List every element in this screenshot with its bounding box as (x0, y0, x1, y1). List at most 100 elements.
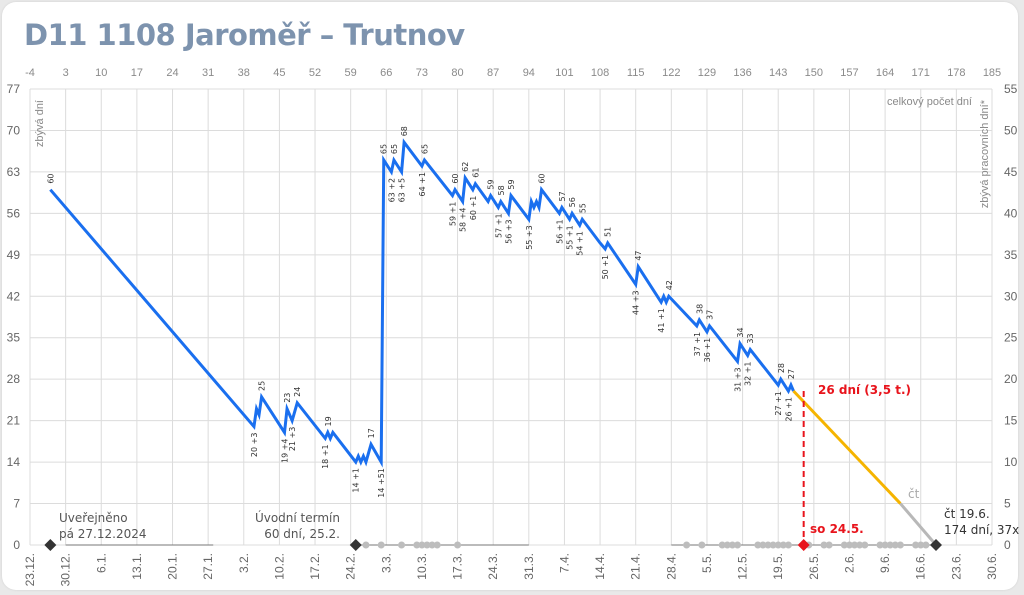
right-axis-tick: 55 (1004, 82, 1018, 96)
top-axis-tick: 115 (627, 67, 645, 79)
point-label: 32 +1 (744, 361, 753, 386)
change-dot (759, 541, 767, 549)
bottom-axis-date: 3.2. (237, 553, 251, 573)
published-date: pá 27.12.2024 (59, 527, 147, 541)
point-label: 21 +3 (288, 427, 297, 452)
point-label: 41 +1 (657, 308, 666, 333)
top-axis-tick: 73 (416, 67, 428, 79)
initial-term-label: Úvodní termín (255, 510, 340, 525)
point-label: 25 (258, 381, 267, 391)
bottom-axis-date: 7.4. (557, 553, 571, 573)
right-axis-tick: 10 (1004, 455, 1018, 469)
left-axis-tick: 70 (7, 123, 21, 137)
bottom-axis-date: 20.1. (166, 553, 180, 580)
right-axis-tick: 35 (1004, 248, 1018, 262)
point-label: 17 (367, 428, 376, 438)
bottom-axis-date: 5.5. (700, 553, 714, 573)
point-label: 60 (451, 173, 460, 183)
left-axis-tick: 77 (7, 82, 21, 96)
right-axis-tick: 25 (1004, 331, 1018, 345)
change-dot (769, 541, 777, 549)
change-dot (698, 541, 706, 549)
bottom-axis-date: 13.1. (130, 553, 144, 580)
change-dot (728, 541, 736, 549)
top-axis-tick: 164 (876, 67, 894, 79)
right-axis-tick: 30 (1004, 289, 1018, 303)
top-axis-tick: 157 (840, 67, 858, 79)
point-label: 65 (420, 144, 429, 154)
change-dot (881, 541, 889, 549)
series-line (792, 389, 902, 505)
series-line (49, 138, 795, 468)
point-label: 59 +1 (448, 202, 457, 227)
top-axis-tick: 59 (345, 67, 357, 79)
bottom-axis-date: 17.2. (308, 553, 322, 580)
top-axis-tick: -4 (25, 67, 35, 79)
left-axis-tick: 0 (13, 538, 20, 552)
change-dot (418, 541, 426, 549)
change-dot (851, 541, 859, 549)
top-axis-label: celkový počet dní (887, 96, 972, 108)
top-axis-tick: 45 (273, 67, 285, 79)
point-label: 56 (568, 197, 577, 207)
bottom-axis-date: 10.2. (272, 553, 286, 580)
change-dot (723, 541, 731, 549)
change-dot (718, 541, 726, 549)
top-axis-tick: 66 (380, 67, 392, 79)
change-dot (917, 541, 925, 549)
top-axis-tick: 143 (769, 67, 787, 79)
change-dot (754, 541, 762, 549)
point-label: 27 (787, 369, 796, 379)
point-label: 28 (777, 363, 786, 373)
bottom-axis-date: 31.3. (522, 553, 536, 580)
point-label: 60 +1 (469, 196, 478, 221)
point-label: 23 (283, 393, 292, 403)
top-axis-tick: 178 (947, 67, 965, 79)
point-label: 37 (706, 310, 715, 320)
change-dot (428, 541, 436, 549)
bottom-axis-date: 24.3. (486, 553, 500, 580)
change-dot (413, 541, 421, 549)
change-dot (377, 541, 385, 549)
point-label: 44 +3 (632, 290, 641, 315)
top-axis-tick: 101 (555, 67, 573, 79)
point-label: 68 (400, 126, 409, 136)
point-label: 51 (604, 227, 613, 237)
right-axis-tick: 15 (1004, 414, 1018, 428)
initial-term-value: 60 dní, 25.2. (264, 527, 340, 541)
top-axis-tick: 24 (166, 67, 178, 79)
change-dot (891, 541, 899, 549)
top-axis-tick: 94 (523, 67, 535, 79)
change-dot (886, 541, 894, 549)
change-dot (454, 541, 462, 549)
point-label: 27 +1 (774, 391, 783, 416)
bottom-axis-date: 23.6. (949, 553, 963, 580)
top-axis-tick: 136 (733, 67, 751, 79)
published-label: Uveřejněno (59, 511, 128, 525)
bottom-axis-date: 24.2. (344, 553, 358, 580)
change-dot (423, 541, 431, 549)
top-axis-tick: 129 (698, 67, 716, 79)
remaining-days-label: 26 dní (3,5 t.) (818, 383, 911, 397)
change-dot (922, 541, 930, 549)
left-axis-tick: 63 (7, 165, 21, 179)
point-label: 42 (665, 280, 674, 290)
left-axis-label: zbývá dní (34, 100, 46, 147)
top-axis-tick: 171 (912, 67, 930, 79)
point-label: 62 (461, 162, 470, 172)
point-label: 58 +4 (459, 208, 468, 233)
point-label: 56 +1 (555, 219, 564, 244)
left-axis-tick: 7 (13, 497, 20, 511)
top-axis-tick: 52 (309, 67, 321, 79)
top-axis-tick: 87 (487, 67, 499, 79)
marker-diamond (349, 539, 362, 551)
change-dot (362, 541, 370, 549)
top-axis-tick: 38 (238, 67, 250, 79)
right-axis-tick: 20 (1004, 372, 1018, 386)
point-label: 19 +4 (280, 438, 289, 463)
top-axis-tick: 31 (202, 67, 214, 79)
bottom-axis-date: 12.5. (736, 553, 750, 580)
bottom-axis-date: 6.1. (94, 553, 108, 573)
point-label: 34 (736, 327, 745, 337)
point-label: 33 (746, 333, 755, 343)
